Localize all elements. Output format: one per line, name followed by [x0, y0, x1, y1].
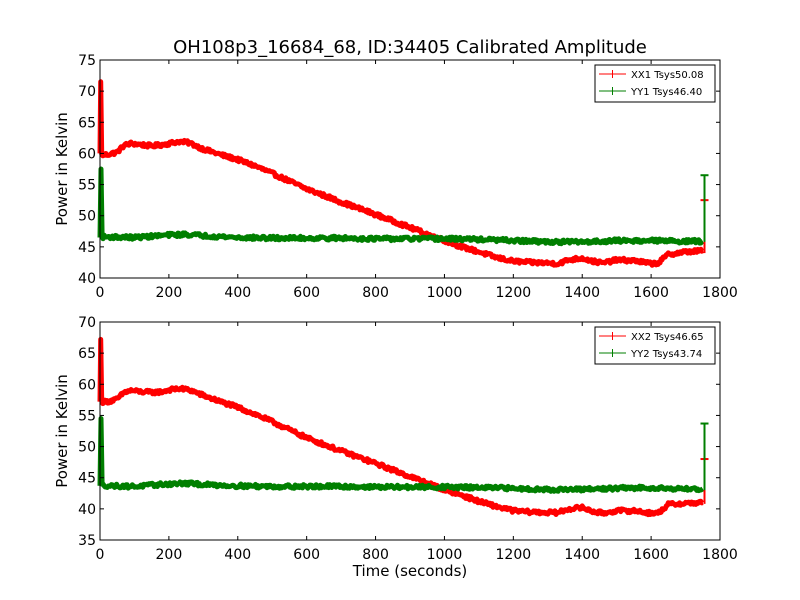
x-tick-label: 0 [96, 547, 105, 563]
y-tick-label: 75 [78, 53, 96, 69]
y-tick-label: 60 [78, 146, 96, 162]
x-tick-label: 600 [293, 285, 320, 301]
x-tick-label: 800 [362, 547, 389, 563]
legend-top: XX1 Tsys50.08 YY1 Tsys46.40 [594, 64, 716, 103]
plot-frame-bottom [99, 321, 721, 541]
x-tick-label: 1600 [633, 285, 669, 301]
legend-label-yy1: YY1 Tsys46.40 [630, 87, 702, 98]
y-tick-label: 70 [78, 315, 96, 331]
legend-box-bottom [594, 326, 716, 365]
series-xx2 [97, 336, 705, 518]
legend-box-top [594, 64, 716, 103]
x-tick-label: 600 [293, 547, 320, 563]
x-tick-label: 400 [224, 285, 251, 301]
x-tick-label: 1800 [702, 547, 738, 563]
y-tick-label: 45 [78, 240, 96, 256]
y-tick-label: 55 [78, 178, 96, 194]
plot-bottom: 0 200 400 600 800 1000 1200 1400 1600 1800 35 40 45 5… [53, 315, 738, 563]
x-tick-label: 1200 [496, 547, 532, 563]
series-yy1 [97, 166, 705, 247]
y-tick-label: 65 [78, 115, 96, 131]
x-tick-label: 1000 [427, 547, 463, 563]
plot-frame-top [99, 59, 721, 279]
legend-label-xx1: XX1 Tsys50.08 [631, 70, 704, 81]
x-tick-label: 1000 [427, 285, 463, 301]
y-tick-label: 45 [78, 471, 96, 487]
series-line-core-yy2 [99, 418, 704, 493]
x-tick-label: 200 [156, 285, 183, 301]
x-tick-label: 800 [362, 285, 389, 301]
legend-label-yy2: YY2 Tsys43.74 [630, 349, 702, 360]
series-layer [97, 336, 709, 518]
y-axis-label-bottom: Power in Kelvin [53, 374, 71, 488]
series-layer [97, 79, 709, 268]
y-tick-label: 40 [78, 271, 96, 287]
series-yy2 [97, 416, 705, 494]
x-tick-label: 1800 [702, 285, 738, 301]
x-tick-label: 1200 [496, 285, 532, 301]
plot-top: 0 200 400 600 800 1000 1200 1400 1600 1800 40 45 50 5… [53, 53, 738, 301]
x-tick-label: 1400 [564, 547, 600, 563]
x-tick-label: 0 [96, 285, 105, 301]
series-line-core-xx1 [99, 81, 704, 267]
series-line-core-yy1 [99, 168, 704, 245]
y-tick-label: 65 [78, 346, 96, 362]
x-tick-label: 200 [156, 547, 183, 563]
series-line-core-xx2 [99, 339, 703, 517]
series-xx1 [97, 79, 705, 268]
x-tick-label: 1600 [633, 547, 669, 563]
y-tick-label: 55 [78, 408, 96, 424]
x-tick-label: 400 [224, 547, 251, 563]
x-axis-label: Time (seconds) [352, 562, 468, 580]
legend-label-xx2: XX2 Tsys46.65 [631, 332, 704, 343]
figure-title: OH108p3_16684_68, ID:34405 Calibrated Am… [173, 37, 647, 58]
y-tick-label: 35 [78, 533, 96, 549]
y-tick-label: 40 [78, 502, 96, 518]
y-tick-label: 60 [78, 377, 96, 393]
y-tick-label: 50 [78, 440, 96, 456]
legend-bottom: XX2 Tsys46.65 YY2 Tsys43.74 [594, 326, 716, 365]
ticks-layer: 0 200 400 600 800 1000 1200 1400 1600 1800 40 45 50 5… [78, 53, 738, 301]
ticks-layer: 0 200 400 600 800 1000 1200 1400 1600 1800 35 40 45 5… [78, 315, 738, 563]
y-axis-label-top: Power in Kelvin [53, 112, 71, 226]
y-tick-label: 70 [78, 84, 96, 100]
x-tick-label: 1400 [564, 285, 600, 301]
y-tick-label: 50 [78, 209, 96, 225]
